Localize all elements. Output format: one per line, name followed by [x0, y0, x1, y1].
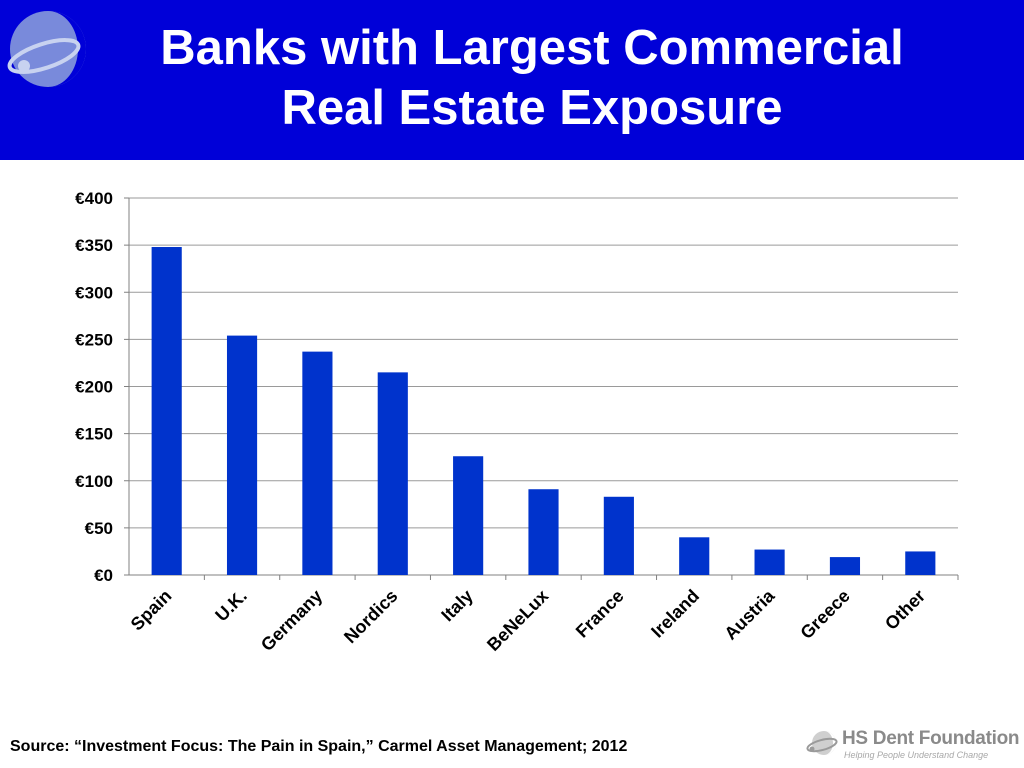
- bar-germany: [302, 351, 333, 575]
- logo-mark-icon: [7, 11, 86, 87]
- x-category-label: BeNeLux: [483, 586, 552, 655]
- title-banner: Banks with Largest Commercial Real Estat…: [0, 0, 1024, 160]
- bar-italy: [453, 456, 484, 575]
- foundation-tagline: Helping People Understand Change: [844, 750, 989, 760]
- slide-title-line-1: Banks with Largest Commercial: [160, 21, 904, 75]
- y-tick-label: €400: [75, 189, 113, 208]
- x-category-label: Greece: [796, 586, 853, 643]
- y-tick-label: €350: [75, 236, 113, 255]
- y-tick-label: €100: [75, 472, 113, 491]
- bar-u-k: [226, 335, 258, 575]
- y-tick-label: €250: [75, 330, 113, 349]
- x-category-label: Germany: [257, 586, 326, 655]
- x-category-label: U.K.: [211, 586, 251, 626]
- x-category-label: France: [572, 586, 628, 642]
- x-category-label: Austria: [720, 585, 779, 644]
- bar-nordics: [377, 372, 408, 575]
- bar-austria: [754, 549, 785, 575]
- bar-france: [603, 496, 634, 575]
- bar-other: [905, 551, 936, 575]
- bar-benelux: [528, 489, 559, 575]
- footer-logo: HS Dent Foundation Helping People Unders…: [806, 726, 1020, 766]
- y-tick-label: €300: [75, 283, 113, 302]
- y-tick-label: €0: [94, 566, 113, 585]
- y-tick-label: €150: [75, 425, 113, 444]
- bar-ireland: [679, 537, 710, 575]
- x-category-label: Italy: [437, 586, 477, 626]
- slide-title: Banks with Largest Commercial Real Estat…: [60, 18, 1004, 138]
- x-category-label: Other: [881, 586, 929, 634]
- x-category-label: Spain: [127, 586, 176, 635]
- x-category-label: Ireland: [647, 586, 703, 642]
- foundation-logo-icon: [806, 731, 838, 755]
- bar-chart: €0 €50 €100 €150 €200 €250 €300 €350 €400 Spain U.…: [0, 160, 1024, 720]
- y-tick-label: €200: [75, 378, 113, 397]
- bar-chart-svg: €0 €50 €100 €150 €200 €250 €300 €350 €400 Spain U.…: [75, 189, 959, 655]
- x-category-label: Nordics: [340, 586, 402, 648]
- slide-title-line-2: Real Estate Exposure: [281, 81, 783, 135]
- y-tick-label: €50: [85, 519, 113, 538]
- foundation-name: HS Dent Foundation: [842, 728, 1020, 749]
- source-citation: Source: “Investment Focus: The Pain in S…: [10, 738, 628, 755]
- bar-spain: [151, 247, 182, 575]
- bar-greece: [829, 557, 861, 575]
